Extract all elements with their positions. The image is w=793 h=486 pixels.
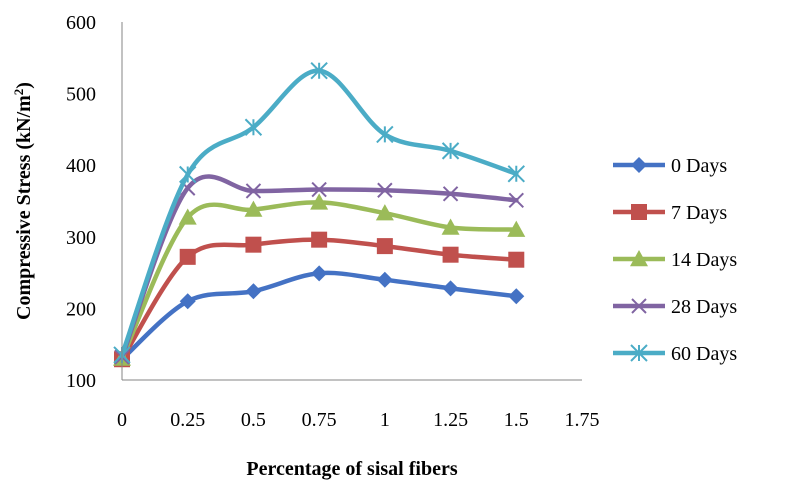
y-axis-title-main: Compressive Stress (kN/m	[13, 95, 35, 320]
legend-label: 0 Days	[671, 155, 727, 177]
legend-label: 60 Days	[671, 343, 737, 365]
data-point-marker	[245, 237, 261, 253]
data-point-marker	[508, 288, 524, 304]
legend-item: 0 Days	[613, 155, 727, 177]
legend-label: 14 Days	[671, 249, 737, 271]
y-tick-label: 100	[66, 370, 96, 392]
legend-marker	[631, 204, 647, 220]
legend-item: 14 Days	[613, 249, 737, 271]
data-point-marker	[245, 119, 261, 135]
x-tick-label: 0	[117, 409, 127, 431]
series-line	[122, 273, 516, 359]
legend-item: 28 Days	[613, 296, 737, 318]
data-point-marker	[508, 252, 524, 268]
legend-marker	[631, 157, 647, 173]
x-tick-label: 1.5	[504, 409, 529, 431]
data-point-marker	[180, 167, 196, 183]
x-tick-label: 0.25	[170, 409, 205, 431]
y-tick-label: 400	[66, 155, 96, 177]
data-point-marker	[311, 232, 327, 248]
x-axis-title: Percentage of sisal fibers	[246, 458, 457, 480]
y-axis-title-close: )	[13, 82, 35, 89]
data-point-marker	[311, 265, 327, 281]
y-tick-label: 300	[66, 227, 96, 249]
legend-item: 7 Days	[613, 202, 727, 224]
plot-area	[113, 63, 525, 368]
y-axis-title: Compressive Stress (kN/m2)	[11, 82, 36, 320]
data-point-marker	[180, 249, 196, 265]
x-tick-label: 0.75	[302, 409, 337, 431]
x-tick-labels: 0 0.25 0.5 0.75 1 1.25 1.5 1.75	[117, 409, 600, 431]
data-point-marker	[443, 280, 459, 296]
data-point-marker	[377, 272, 393, 288]
legend-item: 60 Days	[613, 343, 737, 365]
legend: 0 Days 7 Days 14 Days 28 Days 60 Days	[613, 155, 737, 365]
y-tick-label: 200	[66, 298, 96, 320]
legend-label: 28 Days	[671, 296, 737, 318]
y-tick-labels: 100 200 300 400 500 600	[66, 12, 96, 392]
series-7-days	[114, 232, 524, 368]
x-tick-label: 0.5	[241, 409, 266, 431]
x-tick-label: 1.75	[565, 409, 600, 431]
data-point-marker	[377, 126, 393, 142]
data-point-marker	[443, 247, 459, 263]
x-tick-label: 1.25	[433, 409, 468, 431]
y-tick-label: 600	[66, 12, 96, 34]
x-tick-label: 1	[380, 409, 390, 431]
data-point-marker	[377, 238, 393, 254]
legend-label: 7 Days	[671, 202, 727, 224]
data-point-marker	[245, 283, 261, 299]
series-0-days	[114, 265, 524, 367]
series-line	[122, 71, 516, 355]
y-tick-label: 500	[66, 84, 96, 106]
